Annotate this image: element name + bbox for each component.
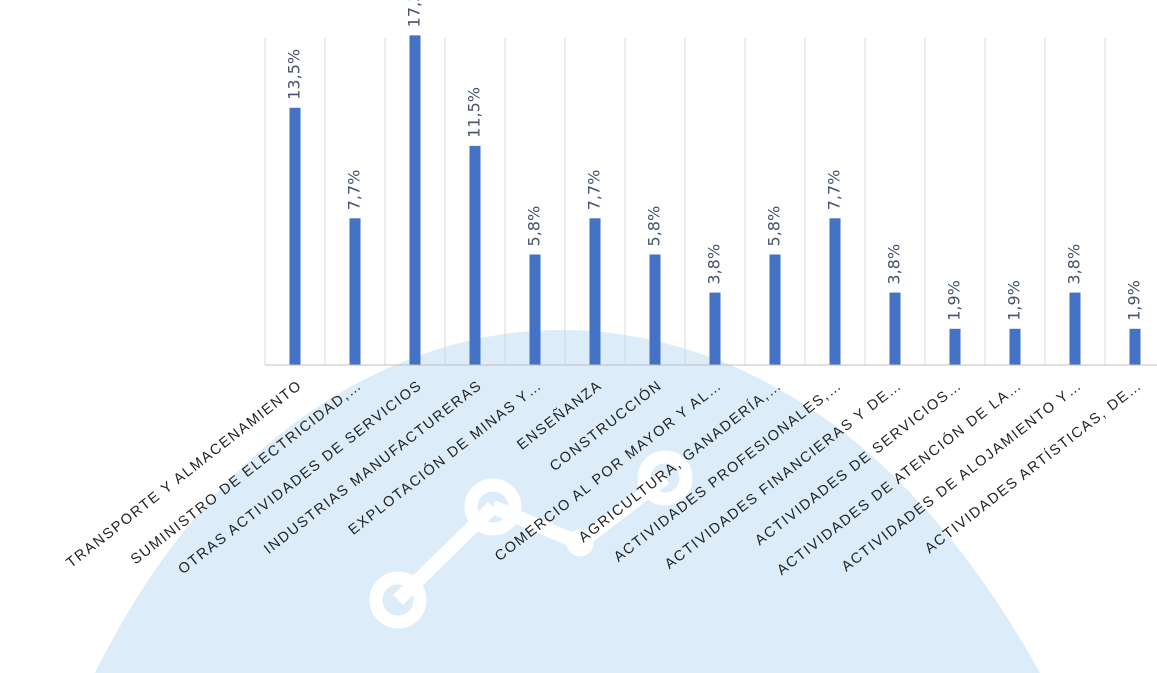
data-label: 7,7% — [825, 170, 844, 211]
bar — [469, 145, 481, 365]
bar-series — [289, 35, 1141, 365]
bar — [709, 292, 721, 365]
molecule-network-icon — [369, 450, 693, 629]
gridlines — [264, 38, 1106, 365]
bar — [1009, 328, 1021, 365]
data-label: 7,7% — [585, 170, 604, 211]
bar — [1069, 292, 1081, 365]
data-label: 7,7% — [345, 170, 364, 211]
category-label: INDUSTRIAS MANUFACTURERAS — [261, 378, 485, 558]
bar — [889, 292, 901, 365]
bar — [349, 218, 361, 365]
category-label: ACTIVIDADES DE SERVICIOS… — [752, 378, 965, 550]
data-label: 1,9% — [945, 280, 964, 321]
data-label: 1,9% — [1005, 280, 1024, 321]
data-label: 5,8% — [525, 206, 544, 247]
data-label: 17,3% — [405, 0, 424, 27]
bar — [289, 107, 301, 365]
bar — [649, 254, 661, 365]
data-label: 3,8% — [1065, 244, 1084, 285]
bar — [1129, 328, 1141, 365]
category-label: SUMINISTRO DE ELECTRICIDAD,… — [128, 378, 366, 568]
data-label: 5,8% — [645, 206, 664, 247]
bar — [589, 218, 601, 365]
bar — [409, 35, 421, 365]
data-label: 3,8% — [705, 244, 724, 285]
data-label: 13,5% — [285, 49, 304, 100]
data-label: 1,9% — [1125, 280, 1144, 321]
category-label: OTRAS ACTIVIDADES DE SERVICIOS — [175, 378, 425, 578]
bar — [949, 328, 961, 365]
bar — [529, 254, 541, 365]
data-labels: 13,5% 7,7% 17,3% 11,5% 5,8% 7,7% 5,8% 3,8% 5,8% 7… — [285, 0, 1144, 321]
data-label: 5,8% — [765, 206, 784, 247]
category-label: ACTIVIDADES ARTÍSTICAS, DE… — [921, 377, 1145, 557]
category-label: CONSTRUCCIÓN — [547, 377, 666, 475]
bar — [769, 254, 781, 365]
data-label: 3,8% — [885, 244, 904, 285]
data-label: 11,5% — [465, 87, 484, 138]
bar — [829, 218, 841, 365]
watermark-arc — [95, 330, 1040, 673]
